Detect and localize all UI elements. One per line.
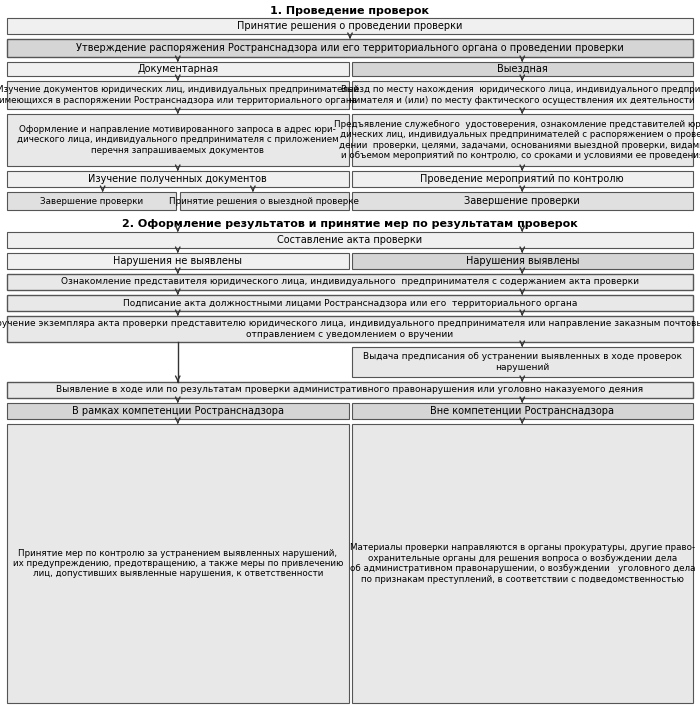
Bar [351, 62, 693, 76]
Bar [7, 316, 693, 342]
Text: Составление акта проверки: Составление акта проверки [277, 235, 423, 245]
Bar [351, 171, 693, 187]
Bar [7, 192, 176, 210]
Text: 2. Оформление результатов и принятие мер по результатам проверок: 2. Оформление результатов и принятие мер… [122, 219, 578, 229]
Bar [351, 403, 693, 419]
Text: Принятие решения о проведении проверки: Принятие решения о проведении проверки [237, 21, 463, 31]
Text: Подписание акта должностными лицами Ространснадзора или его  территориального ор: Подписание акта должностными лицами Рост… [122, 298, 577, 308]
Text: Документарная: Документарная [137, 64, 218, 74]
Text: Изучение полученных документов: Изучение полученных документов [88, 174, 267, 184]
Bar [7, 171, 349, 187]
Text: Нарушения выявлены: Нарушения выявлены [466, 256, 579, 266]
Text: Выдача предписания об устранении выявленных в ходе проверок
нарушений: Выдача предписания об устранении выявлен… [363, 352, 682, 372]
Text: Вручение экземпляра акта проверки представителю юридического лица, индивидуально: Вручение экземпляра акта проверки предст… [0, 320, 700, 339]
Bar [7, 274, 693, 290]
Bar [7, 114, 349, 166]
Bar [351, 114, 693, 166]
Text: Изучение документов юридических лиц, индивидуальных предпринимателей
имеющихся в: Изучение документов юридических лиц, инд… [0, 86, 358, 105]
Bar [351, 347, 693, 377]
Text: 1. Проведение проверок: 1. Проведение проверок [270, 6, 430, 16]
Text: Принятие решения о выездной проверке: Принятие решения о выездной проверке [169, 197, 359, 206]
Bar [7, 403, 349, 419]
Text: Предъявление служебного  удостоверения, ознакомление представителей юри-
дически: Предъявление служебного удостоверения, о… [335, 120, 700, 160]
Bar [7, 81, 349, 109]
Text: Вне компетенции Ространснадзора: Вне компетенции Ространснадзора [430, 406, 615, 416]
Text: Принятие мер по контролю за устранением выявленных нарушений,
их предупреждению,: Принятие мер по контролю за устранением … [13, 549, 343, 578]
Bar [7, 424, 349, 703]
Text: Нарушения не выявлены: Нарушения не выявлены [113, 256, 242, 266]
Bar [7, 18, 693, 34]
Text: Проведение мероприятий по контролю: Проведение мероприятий по контролю [421, 174, 624, 184]
Bar [7, 232, 693, 248]
Bar [351, 424, 693, 703]
Text: Завершение проверки: Завершение проверки [40, 197, 143, 206]
Bar [351, 192, 693, 210]
Text: Завершение проверки: Завершение проверки [464, 196, 580, 206]
Bar [7, 382, 693, 398]
Text: Утверждение распоряжения Ространснадзора или его территориального органа о прове: Утверждение распоряжения Ространснадзора… [76, 43, 624, 53]
Text: Ознакомление представителя юридического лица, индивидуального  предпринимателя с: Ознакомление представителя юридического … [61, 278, 639, 286]
Bar [351, 253, 693, 269]
Bar [351, 81, 693, 109]
Text: Оформление и направление мотивированного запроса в адрес юри-
дического лица, ин: Оформление и направление мотивированного… [17, 125, 339, 155]
Text: Выявление в ходе или по результатам проверки административного правонарушения ил: Выявление в ходе или по результатам пров… [57, 385, 643, 395]
Bar [7, 253, 349, 269]
Text: Выездная: Выездная [497, 64, 547, 74]
Bar [180, 192, 349, 210]
Bar [7, 295, 693, 311]
Text: Материалы проверки направляются в органы прокуратуры, другие право-
охранительны: Материалы проверки направляются в органы… [349, 544, 695, 583]
Text: В рамках компетенции Ространснадзора: В рамках компетенции Ространснадзора [71, 406, 284, 416]
Text: Выезд по месту нахождения  юридического лица, индивидуального предпри-
нимателя : Выезд по месту нахождения юридического л… [341, 86, 700, 105]
Bar [7, 62, 349, 76]
Bar [7, 39, 693, 57]
